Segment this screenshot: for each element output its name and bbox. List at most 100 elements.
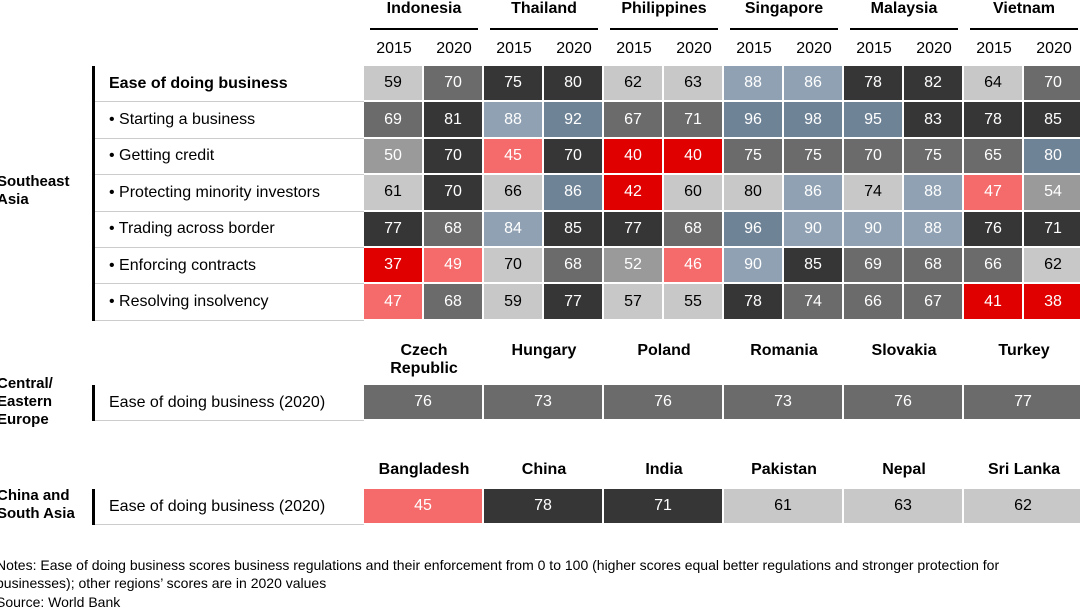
score-cell: 85 xyxy=(784,248,844,285)
score-cell: 76 xyxy=(844,385,964,421)
country-header: Pakistan xyxy=(751,461,817,478)
score-cell: 71 xyxy=(604,489,724,525)
region-line: Southeast xyxy=(0,173,70,190)
score-cell: 40 xyxy=(664,138,724,176)
score-cell: 47 xyxy=(964,175,1024,212)
region-label: Southeast Asia xyxy=(0,173,87,209)
score-cell: 71 xyxy=(1024,211,1080,248)
score-cell: 70 xyxy=(424,175,484,212)
region-label: China and South Asia xyxy=(0,487,87,523)
score-cell: 55 xyxy=(664,284,724,321)
score-cell: 67 xyxy=(904,284,964,321)
score-cell: 73 xyxy=(724,385,844,421)
country-header: Hungary xyxy=(511,342,577,359)
row-label: • Resolving insolvency xyxy=(95,284,364,321)
row-label: Ease of doing business (2020) xyxy=(95,489,364,525)
score-cell: 54 xyxy=(1024,175,1080,212)
score-cell: 50 xyxy=(364,138,424,176)
score-cell: 61 xyxy=(364,175,424,212)
score-cell: 70 xyxy=(484,248,544,285)
year-header: 2020 xyxy=(676,40,712,57)
score-cell: 85 xyxy=(544,211,604,248)
score-cell: 86 xyxy=(784,66,844,103)
score-cell: 78 xyxy=(724,284,784,321)
score-cell: 62 xyxy=(964,489,1080,525)
score-cell: 78 xyxy=(964,102,1024,139)
score-cell: 45 xyxy=(484,138,544,176)
score-cell: 65 xyxy=(964,138,1024,176)
score-cell: 63 xyxy=(844,489,964,525)
score-cell: 77 xyxy=(604,211,664,248)
score-cell: 74 xyxy=(844,175,904,212)
score-cell: 88 xyxy=(904,175,964,212)
score-cell: 69 xyxy=(364,102,424,139)
score-cell: 90 xyxy=(844,211,904,248)
row-label: Ease of doing business (2020) xyxy=(95,385,364,421)
score-cell: 74 xyxy=(784,284,844,321)
country-header: India xyxy=(645,461,683,478)
row-label: • Getting credit xyxy=(95,139,364,176)
country-header: Indonesia xyxy=(386,0,462,17)
year-header: 2015 xyxy=(856,40,892,57)
score-cell: 69 xyxy=(844,248,904,285)
score-cell: 77 xyxy=(964,385,1080,421)
score-cell: 41 xyxy=(964,284,1024,321)
score-cell: 82 xyxy=(904,66,964,103)
country-header: Sri Lanka xyxy=(987,461,1061,478)
score-cell: 70 xyxy=(544,138,604,176)
region-label: Central/Eastern Europe xyxy=(0,375,87,429)
row-label: • Trading across border xyxy=(95,212,364,248)
region-line: Europe xyxy=(0,411,49,428)
score-cell: 62 xyxy=(1024,248,1080,285)
country-header: Poland xyxy=(637,342,691,359)
year-header: 2015 xyxy=(496,40,532,57)
section-bar xyxy=(92,489,95,525)
score-cell: 80 xyxy=(724,175,784,212)
score-cell: 85 xyxy=(1024,102,1080,139)
score-cell: 57 xyxy=(604,284,664,321)
score-cell: 78 xyxy=(844,66,904,103)
score-cell: 66 xyxy=(484,175,544,212)
score-cell: 67 xyxy=(604,102,664,139)
score-cell: 70 xyxy=(424,138,484,176)
score-cell: 96 xyxy=(724,211,784,248)
score-cell: 49 xyxy=(424,248,484,285)
score-cell: 77 xyxy=(544,284,604,321)
header-underline xyxy=(610,28,718,30)
score-cell: 75 xyxy=(724,138,784,176)
score-cell: 88 xyxy=(904,211,964,248)
country-header: Turkey xyxy=(998,342,1050,359)
score-cell: 64 xyxy=(964,66,1024,103)
score-cell: 92 xyxy=(544,102,604,139)
score-cell: 59 xyxy=(364,66,424,103)
score-cell: 98 xyxy=(784,102,844,139)
header-underline xyxy=(970,28,1078,30)
country-header: Czech Republic xyxy=(390,342,458,377)
country-header: Philippines xyxy=(621,0,707,17)
score-cell: 45 xyxy=(364,489,484,525)
score-cell: 78 xyxy=(484,489,604,525)
score-cell: 76 xyxy=(964,211,1024,248)
source: Source: World Bank xyxy=(0,594,121,610)
score-cell: 84 xyxy=(484,211,544,248)
score-cell: 86 xyxy=(544,175,604,212)
country-header: Nepal xyxy=(882,461,926,478)
score-cell: 76 xyxy=(364,385,484,421)
score-cell: 77 xyxy=(364,211,424,248)
score-cell: 61 xyxy=(724,489,844,525)
score-cell: 83 xyxy=(904,102,964,139)
score-cell: 62 xyxy=(604,66,664,103)
score-cell: 75 xyxy=(904,138,964,176)
score-cell: 66 xyxy=(964,248,1024,285)
header-underline xyxy=(370,28,478,30)
country-header: Vietnam xyxy=(993,0,1055,17)
year-header: 2020 xyxy=(1036,40,1072,57)
score-cell: 88 xyxy=(724,66,784,103)
country-header: Slovakia xyxy=(871,342,937,359)
score-cell: 75 xyxy=(784,138,844,176)
country-header: Romania xyxy=(750,342,818,359)
region-line: China and xyxy=(0,487,70,504)
score-cell: 63 xyxy=(664,66,724,103)
notes: Notes: Ease of doing business scores bus… xyxy=(0,557,1000,591)
